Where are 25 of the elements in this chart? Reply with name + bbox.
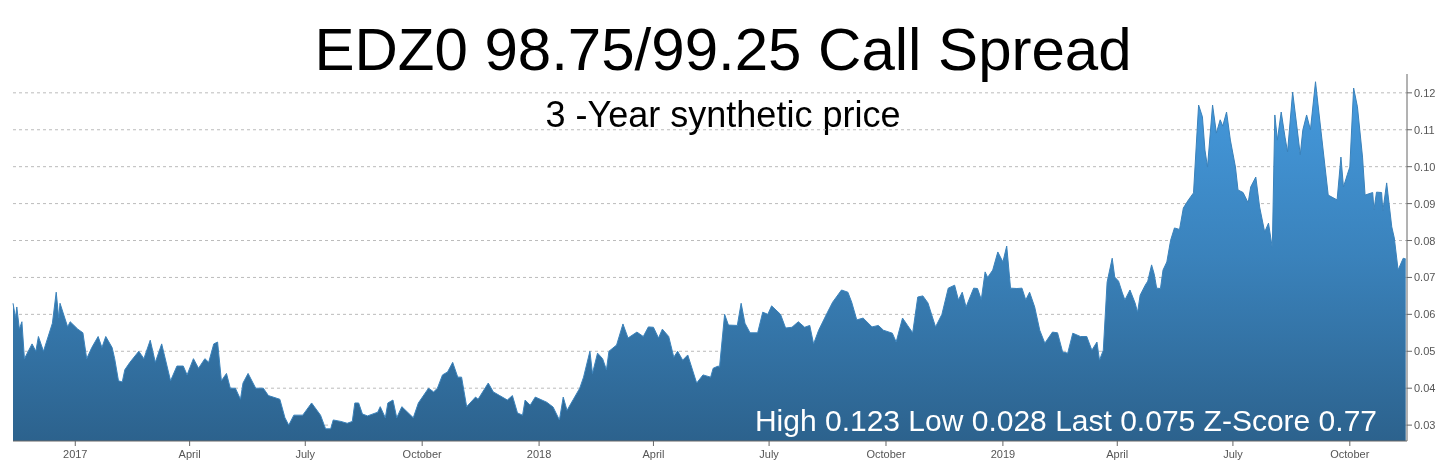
y-tick-label: 0.10 <box>1414 160 1436 173</box>
annotation: High 0.123 Low 0.028 Last 0.075 Z-Score 0.77 <box>754 404 1377 437</box>
y-tick-label: 0.04 <box>1414 382 1436 395</box>
x-tick-label: October <box>1330 448 1370 460</box>
x-tick-label: July <box>759 448 780 460</box>
y-tick-label: 0.09 <box>1414 197 1436 210</box>
y-tick-label: 0.08 <box>1414 234 1436 247</box>
y-tick-label: 0.12 <box>1414 86 1436 99</box>
x-tick-label: October <box>866 448 906 460</box>
y-tick-label: 0.07 <box>1414 271 1436 284</box>
chart-title: EDZ0 98.75/99.25 Call Spread <box>314 16 1132 83</box>
text: 3 -Year synthetic price <box>545 94 901 135</box>
x-tick-label: July <box>295 448 316 460</box>
x-tick-label: April <box>178 448 201 460</box>
y-tick-label: 0.05 <box>1414 345 1436 358</box>
x-tick-label: April <box>642 448 665 460</box>
x-tick-label: 2019 <box>990 448 1016 460</box>
x-tick-label: July <box>1223 448 1244 460</box>
y-tick-label: 0.03 <box>1414 419 1436 432</box>
x-tick-label: 2018 <box>526 448 552 460</box>
y-tick-label: 0.06 <box>1414 308 1436 321</box>
x-tick-label: October <box>402 448 443 460</box>
x-tick-label: 2017 <box>63 448 88 460</box>
y-tick-label: 0.11 <box>1414 123 1435 136</box>
x-tick-label: April <box>1106 448 1129 460</box>
